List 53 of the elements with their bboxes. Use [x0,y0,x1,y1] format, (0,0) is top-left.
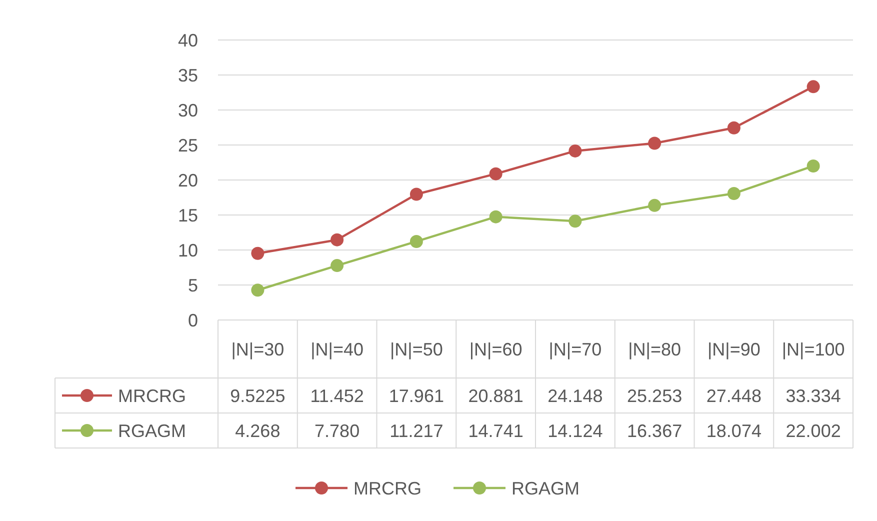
data-label: 11.217 [390,420,444,441]
point [648,198,662,212]
data-label: 14.124 [548,420,603,441]
point [330,259,344,272]
point [489,210,502,224]
point [806,159,820,172]
y-tick-label: 25 [178,135,198,156]
x-tick-label: |N|=90 [707,339,760,360]
point [568,214,582,228]
y-tick-label: 40 [178,30,198,50]
data-label: 27.448 [706,386,762,406]
y-tick-label: 35 [178,65,198,86]
data-label: 25.253 [627,386,682,406]
y-tick-label: 10 [178,240,198,260]
point [410,188,423,201]
text: RGAGM [511,478,580,498]
point [489,167,502,180]
data-label: 33.334 [786,386,841,406]
y-tick-label: 20 [178,170,198,190]
x-tick-label: |N|=70 [548,339,602,360]
data-label: 20.881 [468,386,524,406]
x-tick-label: |N|=100 [782,339,845,360]
point [251,246,264,260]
point [727,121,740,134]
x-tick-label: |N|=60 [469,339,522,360]
y-tick-label: 0 [188,310,198,330]
data-label: 16.367 [627,420,682,441]
text: MRCRG [354,478,422,498]
data-label: 22.002 [786,420,841,441]
data-label: 11.452 [310,386,364,406]
data-label: 14.741 [468,420,524,441]
data-label: 18.074 [706,420,762,441]
data-label: 7.780 [314,420,360,441]
point [648,136,662,150]
point [330,233,344,246]
point [410,234,423,248]
point [251,284,264,297]
y-tick-label: 30 [178,100,198,120]
x-tick-label: |N|=50 [390,339,443,360]
point [568,144,582,158]
point [806,80,820,94]
data-label: 4.268 [235,420,280,441]
x-tick-label: |N|=40 [310,339,364,360]
point [727,186,740,200]
legend-label: RGAGM [118,420,186,441]
y-tick-label: 5 [188,275,198,296]
x-tick-label: |N|=30 [231,339,284,360]
y-tick-label: 15 [178,205,198,226]
data-label: 17.961 [388,386,444,406]
legend-label: MRCRG [118,386,186,406]
data-label: 9.5225 [230,386,286,406]
data-label: 24.148 [548,386,603,406]
x-tick-label: |N|=80 [628,339,682,360]
